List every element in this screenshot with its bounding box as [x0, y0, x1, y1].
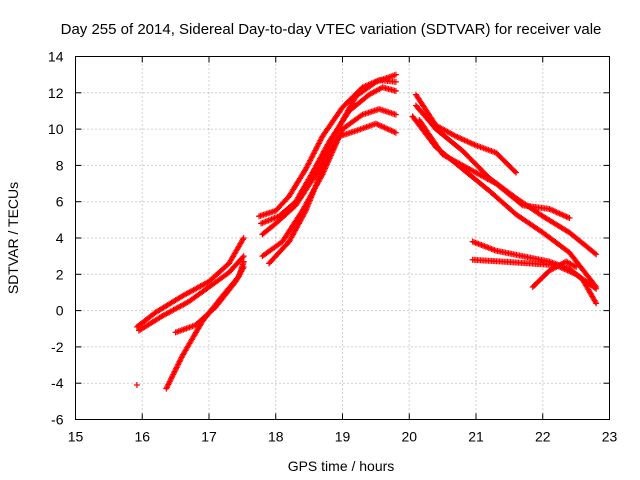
data-marks [133, 71, 600, 392]
data-point [591, 284, 598, 291]
series-arc-15 [469, 256, 600, 292]
series-arc-10 [412, 91, 520, 176]
y-tick-label: -4 [51, 375, 64, 391]
series-arc-2 [135, 253, 247, 334]
data-point [392, 78, 399, 85]
data-point [239, 254, 246, 261]
x-tick-label: 19 [335, 429, 351, 445]
series-arc-4 [163, 258, 247, 392]
data-point [240, 258, 247, 265]
data-point [392, 71, 399, 78]
data-point [518, 201, 525, 208]
series-arc-16 [529, 258, 580, 291]
series-arc-1 [133, 235, 247, 330]
data-point [593, 251, 600, 258]
y-tick-label: 0 [56, 303, 64, 319]
data-point [392, 111, 399, 118]
data-point [513, 169, 520, 176]
y-axis-title: SDTVAR / TECUs [5, 182, 21, 294]
x-tick-label: 16 [134, 429, 150, 445]
y-tick-label: -6 [51, 412, 64, 428]
x-tick-label: 17 [201, 429, 217, 445]
series-arc-5 [256, 77, 399, 220]
x-tick-label: 21 [468, 429, 484, 445]
y-tick-label: 2 [56, 266, 64, 282]
x-axis-title: GPS time / hours [288, 458, 395, 474]
x-tick-label: 22 [535, 429, 551, 445]
y-tick-label: 12 [48, 85, 64, 101]
x-tick-label: 18 [268, 429, 284, 445]
series-arc-7 [259, 71, 399, 238]
x-tick-label: 15 [68, 429, 84, 445]
series-arc-12 [416, 117, 573, 222]
chart-title: Day 255 of 2014, Sidereal Day-to-day VTE… [61, 21, 602, 38]
y-tick-label: 4 [56, 230, 64, 246]
x-tick-label: 20 [401, 429, 417, 445]
data-point [593, 300, 600, 307]
y-tick-label: -2 [51, 339, 64, 355]
data-point [133, 382, 140, 389]
y-tick-label: 10 [48, 121, 64, 137]
data-point [240, 253, 247, 260]
y-tick-label: 14 [48, 49, 64, 65]
series-arc-9 [266, 120, 399, 267]
data-point [566, 215, 573, 222]
data-point [511, 168, 518, 175]
axis-ticks: 15 16 17 18 19 20 21 22 23 -6 -4 -2 0 2 4 6 8 10 12 14 [48, 49, 618, 445]
data-point [392, 87, 399, 94]
data-point [240, 235, 247, 241]
data-point [592, 298, 599, 305]
data-point [573, 264, 580, 271]
data-point [593, 285, 600, 292]
x-tick-label: 23 [602, 429, 618, 445]
y-tick-label: 8 [56, 157, 64, 173]
data-point [392, 129, 399, 136]
data-point [591, 250, 598, 257]
series-outlier [133, 382, 140, 389]
y-tick-label: 6 [56, 194, 64, 210]
